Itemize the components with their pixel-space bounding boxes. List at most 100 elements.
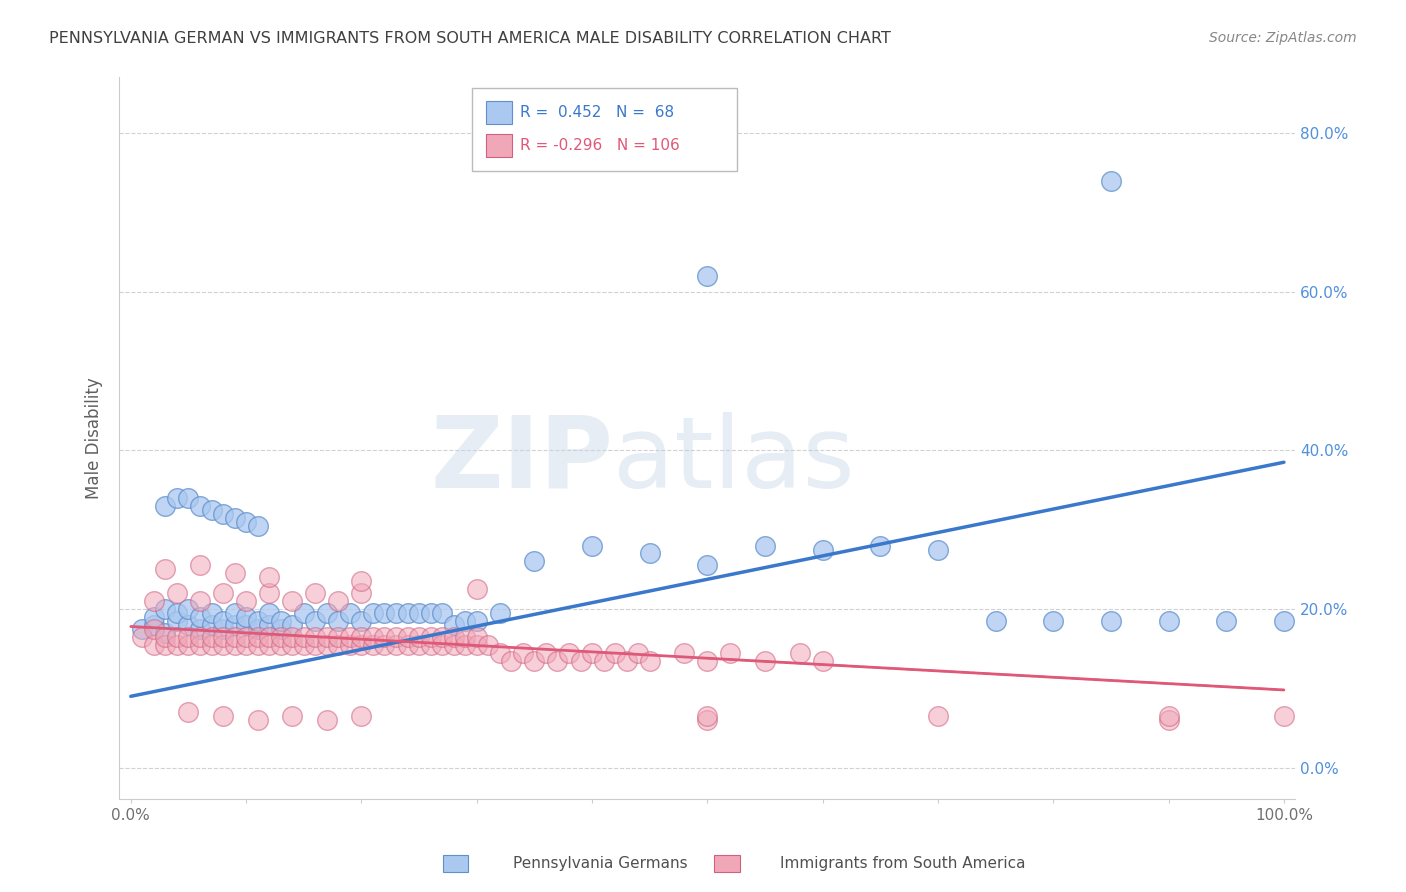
Point [419, 638, 441, 652]
Point [789, 646, 811, 660]
Point [224, 566, 246, 581]
Point [200, 503, 222, 517]
Point [212, 638, 235, 652]
Point [465, 638, 488, 652]
Point [811, 542, 834, 557]
Text: Pennsylvania Germans: Pennsylvania Germans [513, 856, 688, 871]
Point [188, 558, 211, 573]
Point [385, 630, 408, 644]
Point [177, 602, 200, 616]
Point [257, 630, 280, 644]
Point [569, 654, 592, 668]
Point [361, 630, 384, 644]
Point [177, 705, 200, 719]
Point [523, 654, 546, 668]
Point [1099, 173, 1122, 187]
Point [235, 594, 257, 608]
Point [361, 638, 384, 652]
Point [454, 630, 477, 644]
Point [488, 646, 510, 660]
Point [1099, 614, 1122, 628]
Point [465, 582, 488, 597]
Point [546, 654, 568, 668]
Point [292, 606, 315, 620]
Point [361, 606, 384, 620]
Point [1042, 614, 1064, 628]
Point [188, 594, 211, 608]
Point [396, 638, 419, 652]
Text: Source: ZipAtlas.com: Source: ZipAtlas.com [1209, 31, 1357, 45]
Point [315, 638, 337, 652]
Point [1157, 614, 1180, 628]
Point [188, 499, 211, 513]
Point [350, 614, 373, 628]
Point [155, 602, 177, 616]
Point [304, 586, 326, 600]
Point [581, 539, 603, 553]
Point [212, 614, 235, 628]
Point [270, 622, 292, 636]
Point [385, 638, 408, 652]
Point [443, 618, 465, 632]
Text: PENNSYLVANIA GERMAN VS IMMIGRANTS FROM SOUTH AMERICA MALE DISABILITY CORRELATION: PENNSYLVANIA GERMAN VS IMMIGRANTS FROM S… [49, 31, 891, 46]
Point [131, 630, 153, 644]
Text: R =  0.452   N =  68: R = 0.452 N = 68 [520, 104, 675, 120]
Point [166, 614, 188, 628]
Point [419, 630, 441, 644]
Point [246, 622, 269, 636]
Point [155, 638, 177, 652]
Point [257, 586, 280, 600]
Point [155, 499, 177, 513]
Bar [486, 102, 512, 124]
Point [1157, 709, 1180, 723]
Point [534, 646, 557, 660]
Point [212, 709, 235, 723]
Point [1272, 614, 1295, 628]
Point [350, 574, 373, 589]
Bar [486, 134, 512, 157]
Point [616, 654, 638, 668]
Point [373, 630, 395, 644]
Point [281, 638, 304, 652]
Point [696, 713, 718, 727]
FancyBboxPatch shape [472, 88, 737, 171]
Point [396, 630, 419, 644]
Point [696, 268, 718, 283]
Point [603, 646, 626, 660]
Point [443, 630, 465, 644]
Point [339, 638, 361, 652]
Point [339, 630, 361, 644]
Point [281, 709, 304, 723]
Point [558, 646, 581, 660]
Point [257, 618, 280, 632]
Point [1157, 713, 1180, 727]
Point [177, 630, 200, 644]
Point [869, 539, 891, 553]
Point [224, 510, 246, 524]
Point [270, 638, 292, 652]
Point [246, 518, 269, 533]
Point [927, 542, 949, 557]
Point [200, 618, 222, 632]
Point [419, 606, 441, 620]
Point [512, 646, 534, 660]
Point [328, 630, 350, 644]
Point [304, 630, 326, 644]
Point [430, 606, 453, 620]
Point [754, 539, 776, 553]
Point [350, 709, 373, 723]
Point [281, 618, 304, 632]
Point [350, 638, 373, 652]
Point [155, 630, 177, 644]
Point [212, 507, 235, 521]
Point [224, 638, 246, 652]
Point [188, 630, 211, 644]
Point [927, 709, 949, 723]
Point [212, 622, 235, 636]
Point [328, 594, 350, 608]
Point [142, 610, 165, 624]
Point [257, 570, 280, 584]
Point [246, 630, 269, 644]
Point [281, 594, 304, 608]
Point [235, 515, 257, 529]
